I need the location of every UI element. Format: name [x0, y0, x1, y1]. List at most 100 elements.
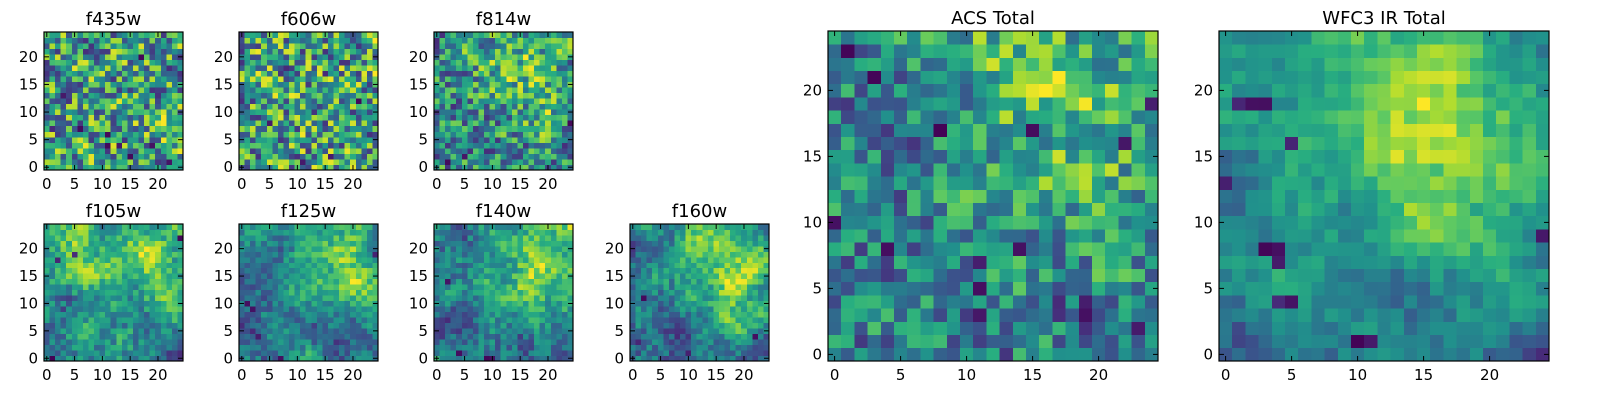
heatmap-cell: [294, 240, 301, 247]
heatmap-cell: [155, 92, 162, 99]
heatmap-cell: [132, 355, 139, 362]
heatmap-cell: [730, 240, 737, 247]
heatmap-cell: [506, 147, 513, 154]
heatmap-cell: [322, 328, 329, 334]
heatmap-cell: [478, 76, 485, 83]
heatmap-cell: [333, 317, 340, 324]
heatmap-cell: [506, 256, 513, 263]
heatmap-cell: [155, 262, 162, 269]
heatmap-cell: [894, 295, 908, 309]
heatmap-cell: [355, 245, 362, 252]
heatmap-cell: [322, 273, 329, 280]
heatmap-cell: [986, 229, 1000, 243]
heatmap-cell: [166, 273, 173, 280]
heatmap-cell: [467, 103, 474, 110]
heatmap-cell: [1092, 163, 1106, 177]
heatmap-cell: [854, 163, 868, 177]
heatmap-cell: [105, 76, 112, 83]
heatmap-cell: [528, 70, 535, 77]
heatmap-cell: [155, 158, 162, 165]
heatmap-cell: [305, 355, 312, 362]
heatmap-cell: [116, 306, 123, 313]
heatmap-cell: [556, 153, 563, 160]
heatmap-cell: [456, 103, 463, 110]
heatmap-cell: [646, 355, 653, 362]
heatmap-cell: [155, 81, 162, 88]
heatmap-cell: [663, 262, 670, 269]
heatmap-cell: [55, 32, 62, 38]
heatmap-cell: [316, 153, 323, 160]
heatmap-cell: [311, 234, 318, 241]
heatmap-cell: [366, 109, 373, 116]
heatmap-cell: [484, 256, 490, 263]
heatmap-cell: [752, 256, 759, 263]
heatmap-cell: [49, 158, 56, 165]
heatmap-cell: [311, 355, 318, 362]
heatmap-cell: [680, 251, 686, 258]
heatmap-cell: [1105, 202, 1119, 217]
heatmap-cell: [528, 350, 535, 356]
heatmap-cell: [66, 295, 73, 302]
heatmap-cell: [333, 147, 340, 154]
heatmap-cell: [177, 131, 184, 138]
heatmap-cell: [44, 289, 50, 296]
heatmap-cell: [305, 224, 312, 230]
heatmap-cell: [300, 284, 307, 291]
heatmap-cell: [94, 43, 100, 49]
heatmap-cell: [472, 350, 479, 356]
heatmap-cell: [366, 229, 373, 236]
heatmap-cell: [300, 245, 307, 252]
heatmap-cell: [311, 284, 318, 291]
heatmap-cell: [986, 242, 1000, 256]
heatmap-cell: [60, 109, 67, 116]
heatmap-cell: [561, 125, 568, 132]
heatmap-cell: [556, 224, 563, 230]
heatmap-cell: [121, 224, 128, 230]
heatmap-cell: [277, 278, 284, 285]
heatmap-cell: [239, 295, 245, 302]
heatmap-cell: [105, 54, 112, 60]
heatmap-cell: [495, 328, 502, 334]
heatmap-cell: [517, 92, 524, 99]
heatmap-cell: [907, 149, 921, 164]
heatmap-cell: [680, 344, 686, 351]
heatmap-cell: [960, 163, 974, 177]
heatmap-cell: [110, 317, 117, 324]
heatmap-cell: [266, 284, 273, 291]
heatmap-cell: [757, 245, 764, 252]
heatmap-cell: [696, 267, 703, 274]
heatmap-cell: [735, 224, 742, 230]
heatmap-cell: [250, 350, 257, 356]
heatmap-cell: [121, 240, 128, 247]
heatmap-cell: [763, 289, 770, 296]
heatmap-cell: [696, 344, 703, 351]
heatmap-cell: [344, 114, 351, 121]
heatmap-cell: [344, 273, 351, 280]
heatmap-cell: [567, 70, 574, 77]
heatmap-cell: [522, 81, 529, 88]
heatmap-cell: [261, 278, 268, 285]
heatmap-cell: [350, 114, 357, 121]
heatmap-cell: [456, 92, 463, 99]
heatmap-cell: [138, 240, 145, 247]
heatmap-cell: [138, 284, 145, 291]
heatmap-cell: [495, 273, 502, 280]
heatmap-cell: [327, 306, 334, 313]
heatmap-cell: [522, 54, 529, 60]
heatmap-cell: [528, 147, 535, 154]
heatmap-cell: [99, 240, 106, 247]
heatmap-cell: [250, 333, 257, 340]
heatmap-cell: [327, 120, 334, 127]
heatmap-cell: [680, 262, 686, 269]
heatmap-cell: [522, 147, 529, 154]
heatmap-cell: [707, 278, 714, 285]
heatmap-cell: [60, 76, 67, 83]
heatmap-cell: [500, 136, 507, 143]
heatmap-cell: [116, 339, 123, 345]
heatmap-cell: [66, 311, 73, 318]
heatmap-cell: [372, 76, 379, 83]
heatmap-cell: [439, 114, 446, 121]
heatmap-cell: [663, 322, 670, 329]
heatmap-cell: [867, 229, 882, 243]
